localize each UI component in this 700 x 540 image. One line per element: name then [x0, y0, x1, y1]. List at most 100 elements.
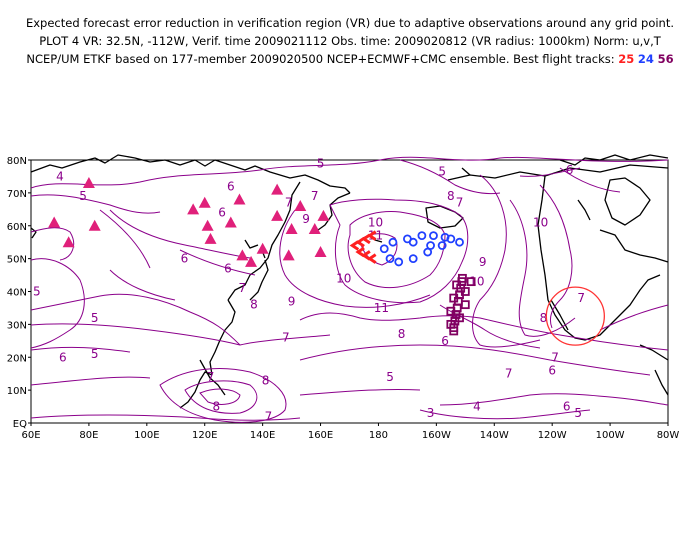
triangle-marker	[245, 255, 258, 267]
contour-label: 6	[563, 400, 571, 414]
triangle-marker	[285, 223, 298, 235]
contour-label: 8	[398, 327, 406, 341]
contour-label: 9	[479, 255, 487, 269]
lat-label: 30N	[7, 320, 27, 331]
contour-label: 7	[456, 196, 464, 210]
contour-label: 3	[427, 406, 435, 420]
track-label-red: 25	[618, 52, 635, 66]
triangle-marker	[48, 216, 61, 228]
contour-label: 5	[91, 347, 99, 361]
contour-label: 5	[386, 370, 394, 384]
title-line-3: NCEP/UM ETKF based on 177-member 2009020…	[0, 50, 700, 68]
contour-label: 4	[56, 169, 64, 183]
contour-label: 5	[33, 285, 41, 299]
triangle-marker	[62, 236, 75, 248]
contour-label: 5	[574, 406, 582, 420]
track-56-markers	[446, 273, 476, 336]
lon-label: 120W	[538, 430, 567, 440]
contour-label: 11	[368, 229, 383, 243]
track-24-marker	[426, 241, 435, 250]
contour-label: 7	[551, 350, 559, 364]
contour-label: 10	[368, 215, 383, 229]
contour-label: 5	[438, 165, 446, 179]
contour-label: 6	[181, 252, 189, 266]
triangle-marker	[82, 177, 95, 189]
track-56-marker	[466, 277, 476, 287]
track-25-marker	[355, 236, 365, 248]
contour-label: 6	[548, 363, 556, 377]
track-24-marker	[408, 237, 418, 247]
verification-region	[545, 286, 605, 346]
triangle-marker	[204, 232, 217, 244]
track-24-marker	[455, 237, 464, 247]
map-frame	[30, 159, 669, 424]
header: Expected forecast error reduction in ver…	[0, 14, 700, 68]
contour-label: 10	[469, 275, 484, 289]
lat-label: 10N	[7, 386, 27, 397]
contour-label: 10	[336, 271, 351, 285]
track-24-marker	[446, 234, 456, 244]
contour-label: 5	[79, 189, 87, 203]
lon-label: 140W	[480, 430, 509, 440]
triangle-marker	[187, 203, 200, 215]
contour-label: 5	[317, 156, 325, 170]
triangle-marker	[198, 196, 211, 208]
track-24-marker	[429, 231, 438, 241]
track-24-marker	[388, 237, 398, 247]
contour-label: 8	[250, 298, 258, 312]
track-25-marker	[349, 240, 360, 251]
contour-label: 7	[285, 196, 293, 210]
contour-label: 9	[288, 294, 296, 308]
track-24-markers	[379, 231, 464, 267]
triangle-marker	[224, 216, 237, 228]
contour-label: 9	[302, 212, 310, 226]
triangle-marker	[233, 193, 246, 205]
contour-label: 8	[540, 311, 548, 325]
track-24-marker	[385, 254, 395, 264]
contour-label: 8	[212, 400, 220, 414]
track-label-blue: 24	[637, 52, 654, 66]
triangle-marker	[271, 209, 284, 221]
lat-label: 40N	[7, 288, 27, 299]
track-56-marker	[460, 300, 470, 310]
triangle-marker	[236, 249, 249, 261]
triangle-marker	[294, 200, 307, 212]
track-24-marker	[394, 257, 404, 267]
lon-label: 160E	[308, 430, 333, 440]
contour-label: 6	[227, 179, 235, 193]
triangle-marker	[314, 246, 327, 258]
triangle-marker	[256, 242, 269, 254]
contour-label: 4	[473, 400, 481, 414]
track-25-marker	[366, 253, 377, 264]
triangle-marker	[282, 249, 295, 261]
triangle-marker	[271, 183, 284, 195]
triangle-marker	[308, 223, 321, 235]
lat-label: EQ	[13, 419, 27, 430]
title-line-1: Expected forecast error reduction in ver…	[25, 16, 675, 30]
lat-label: 80N	[7, 156, 27, 167]
triangle-marker	[201, 219, 214, 231]
lat-label: 20N	[7, 353, 27, 364]
contour-label: 6	[566, 163, 574, 177]
lon-label: 80E	[79, 430, 98, 440]
contour-label: 7	[239, 281, 247, 295]
track-24-marker	[379, 244, 389, 254]
triangle-markers	[48, 177, 330, 267]
track-25-markers	[349, 230, 377, 264]
lon-label: 80W	[657, 430, 680, 440]
track-24-marker	[408, 254, 418, 264]
track-24-marker	[437, 241, 447, 250]
lon-label: 160W	[422, 430, 451, 440]
contour-label: 7	[265, 409, 273, 423]
lon-label: 180	[369, 430, 388, 440]
contour-label: 10	[533, 215, 548, 229]
track-25-marker	[361, 250, 371, 261]
contour-label: 7	[311, 189, 319, 203]
lat-label: 70N	[7, 189, 27, 200]
contour-label: 8	[447, 189, 455, 203]
contour-label: 6	[59, 350, 67, 364]
contour-label: 7	[505, 367, 513, 381]
verification-circle	[545, 286, 605, 346]
